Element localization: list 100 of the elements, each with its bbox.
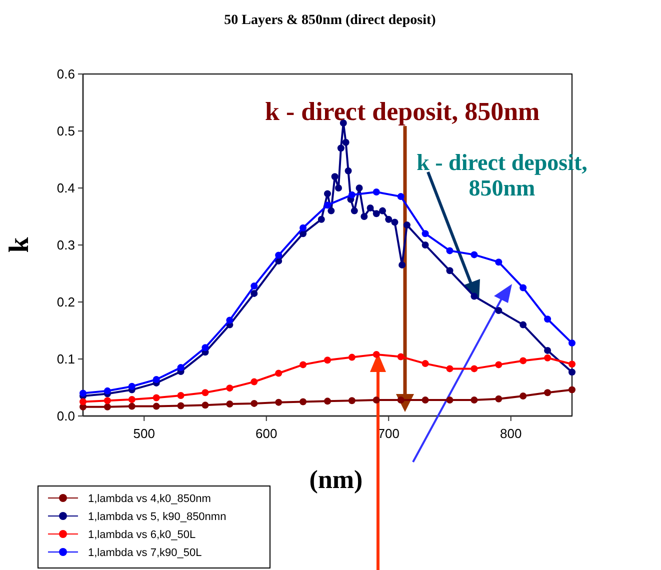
point [202, 402, 209, 409]
y-tick-label: 0.5 [56, 124, 75, 139]
point [177, 364, 184, 372]
point [300, 361, 307, 368]
point [544, 389, 552, 396]
point [397, 353, 404, 360]
point [544, 316, 552, 323]
point [318, 216, 325, 223]
point [372, 188, 380, 196]
point [324, 398, 331, 405]
point [372, 350, 380, 358]
point [366, 204, 374, 212]
point [520, 321, 527, 328]
annotation: k - direct deposit, 850nm [265, 97, 540, 126]
point [422, 360, 429, 368]
point [403, 222, 410, 229]
point [202, 344, 209, 352]
point [379, 207, 386, 214]
legend-label: 1,lambda vs 5, k90_850nmn [88, 510, 226, 523]
point [568, 368, 576, 376]
point [342, 138, 350, 146]
point [152, 402, 160, 410]
point [128, 396, 136, 403]
point [177, 392, 184, 399]
point [250, 282, 258, 290]
point [398, 261, 406, 268]
point [348, 191, 356, 198]
y-axis-title: k [4, 236, 35, 253]
point [226, 316, 234, 324]
point [360, 213, 368, 220]
point [275, 370, 282, 377]
point [568, 340, 576, 347]
y-tick-label: 0.1 [56, 352, 75, 367]
point [152, 394, 160, 402]
x-tick-label: 800 [500, 426, 522, 441]
y-tick-label: 0.0 [56, 408, 75, 424]
point [250, 290, 258, 297]
point [104, 387, 111, 394]
point [495, 361, 502, 368]
point [348, 354, 356, 361]
point [422, 230, 429, 238]
point [446, 247, 454, 254]
x-tick-label: 600 [256, 426, 278, 441]
point [348, 397, 356, 404]
point [328, 207, 335, 214]
point [335, 184, 342, 192]
y-tick-label: 0.4 [56, 180, 75, 196]
point [397, 396, 404, 404]
point [177, 402, 184, 410]
legend-label: 1,lambda vs 6,k0_50L [88, 528, 196, 541]
point [152, 376, 160, 384]
point [520, 392, 527, 400]
point [470, 292, 478, 300]
legend-label: 1,lambda vs 4,k0_850nm [88, 492, 211, 505]
point [104, 403, 111, 410]
point [226, 384, 234, 392]
point [520, 357, 527, 364]
point [128, 382, 136, 390]
point [226, 400, 234, 408]
point [372, 210, 380, 218]
point [344, 167, 352, 174]
point [446, 365, 454, 372]
point [300, 398, 307, 406]
legend-label: 1,lambda vs 7,k90_50L [88, 546, 202, 559]
y-tick-label: 0.3 [56, 238, 75, 253]
point [470, 251, 478, 258]
point [202, 389, 209, 396]
point [372, 396, 380, 404]
point [324, 202, 331, 209]
point [422, 242, 429, 248]
point [495, 307, 502, 314]
point [104, 397, 111, 404]
point [470, 396, 478, 404]
x-tick-label: 700 [378, 426, 400, 441]
x-axis-title: (nm) [309, 465, 363, 494]
point [470, 365, 478, 372]
point [391, 218, 398, 226]
x-tick-label: 500 [133, 426, 155, 441]
point [275, 398, 282, 406]
point [520, 284, 527, 292]
point [356, 184, 363, 192]
chart-title: 50 Layers & 850nm (direct deposit) [224, 13, 436, 28]
point [337, 144, 344, 152]
point [544, 354, 552, 362]
point [80, 398, 86, 406]
point [446, 396, 454, 404]
point [568, 360, 576, 368]
point [331, 173, 338, 180]
point [544, 346, 552, 354]
point [300, 224, 307, 232]
point [397, 193, 404, 200]
point [446, 267, 454, 274]
point [250, 400, 258, 407]
point [385, 216, 392, 223]
point [324, 190, 331, 198]
point [324, 356, 331, 364]
point [568, 386, 576, 394]
point [80, 390, 86, 397]
point [275, 252, 282, 259]
y-tick-label: 0.6 [56, 66, 75, 82]
